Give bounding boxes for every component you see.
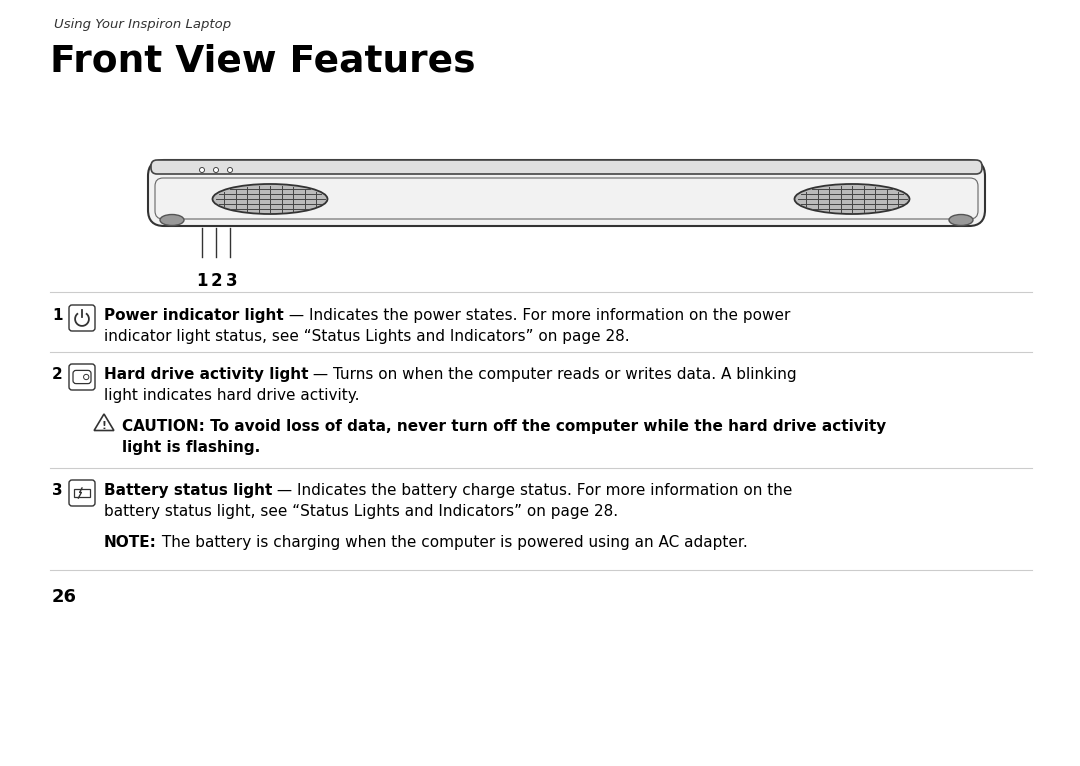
Text: The battery is charging when the computer is powered using an AC adapter.: The battery is charging when the compute… xyxy=(157,535,747,550)
Text: Power indicator light: Power indicator light xyxy=(104,308,284,323)
Text: Using Your Inspiron Laptop: Using Your Inspiron Laptop xyxy=(54,18,231,31)
Bar xyxy=(90,491,91,495)
Text: 3: 3 xyxy=(226,272,238,290)
Text: NOTE:: NOTE: xyxy=(104,535,157,550)
Polygon shape xyxy=(94,414,113,430)
Text: light is flashing.: light is flashing. xyxy=(122,440,260,455)
Text: Battery status light: Battery status light xyxy=(104,483,272,498)
Ellipse shape xyxy=(160,214,184,225)
Bar xyxy=(75,489,90,497)
Text: Front View Features: Front View Features xyxy=(50,44,475,80)
Text: 3: 3 xyxy=(52,483,63,498)
FancyBboxPatch shape xyxy=(148,160,985,226)
Ellipse shape xyxy=(949,214,973,225)
Text: indicator light status, see “Status Lights and Indicators” on page 28.: indicator light status, see “Status Ligh… xyxy=(104,329,630,344)
Text: 1: 1 xyxy=(52,308,63,323)
FancyBboxPatch shape xyxy=(69,480,95,506)
FancyBboxPatch shape xyxy=(69,305,95,331)
Text: battery status light, see “Status Lights and Indicators” on page 28.: battery status light, see “Status Lights… xyxy=(104,504,618,519)
Text: 2: 2 xyxy=(52,367,63,382)
FancyBboxPatch shape xyxy=(151,160,982,174)
Text: 1: 1 xyxy=(195,272,207,290)
Text: — Indicates the power states. For more information on the power: — Indicates the power states. For more i… xyxy=(284,308,791,323)
Text: 26: 26 xyxy=(52,588,77,606)
Ellipse shape xyxy=(795,184,909,214)
Text: Hard drive activity light: Hard drive activity light xyxy=(104,367,309,382)
Ellipse shape xyxy=(213,184,327,214)
Text: light indicates hard drive activity.: light indicates hard drive activity. xyxy=(104,388,360,403)
Text: !: ! xyxy=(102,421,107,431)
Text: CAUTION: To avoid loss of data, never turn off the computer while the hard drive: CAUTION: To avoid loss of data, never tu… xyxy=(122,419,887,434)
Text: 2: 2 xyxy=(211,272,222,290)
Text: — Indicates the battery charge status. For more information on the: — Indicates the battery charge status. F… xyxy=(272,483,793,498)
Circle shape xyxy=(214,168,218,172)
Circle shape xyxy=(228,168,232,172)
FancyBboxPatch shape xyxy=(69,364,95,390)
Circle shape xyxy=(200,168,204,172)
Text: — Turns on when the computer reads or writes data. A blinking: — Turns on when the computer reads or wr… xyxy=(309,367,797,382)
